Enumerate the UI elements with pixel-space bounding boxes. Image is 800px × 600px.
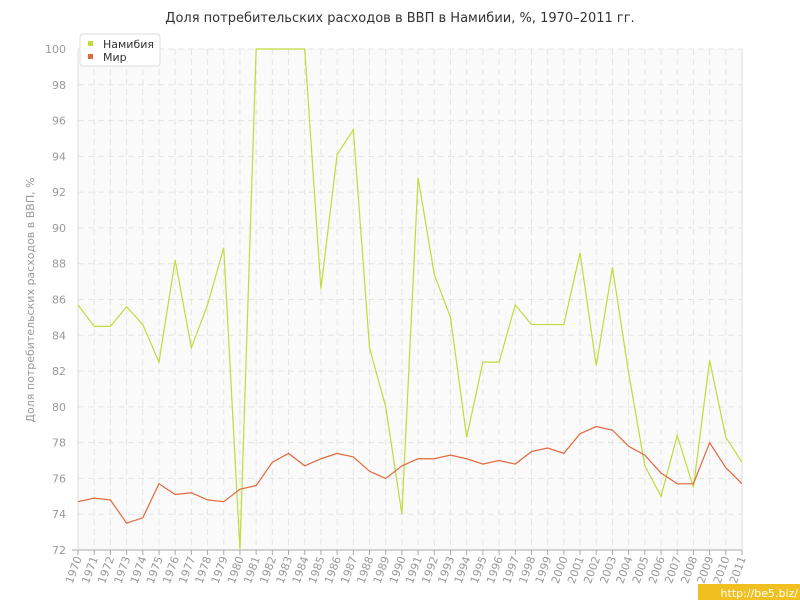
- y-tick-label: 78: [52, 437, 66, 450]
- y-tick-label: 92: [52, 186, 66, 199]
- y-tick-label: 90: [52, 222, 66, 235]
- y-tick-label: 98: [52, 79, 66, 92]
- legend-swatch: [88, 41, 93, 46]
- y-tick-label: 86: [52, 294, 66, 307]
- y-tick-label: 84: [52, 329, 66, 342]
- chart-title: Доля потребительских расходов в ВВП в На…: [165, 11, 634, 26]
- y-tick-label: 82: [52, 365, 66, 378]
- legend-label: Намибия: [103, 38, 154, 51]
- y-tick-label: 74: [52, 508, 66, 521]
- marks: [77, 48, 743, 551]
- y-tick-label: 88: [52, 258, 66, 271]
- legend-label: Мир: [103, 51, 127, 64]
- legend-box: [79, 33, 161, 67]
- y-axis-label: Доля потребительских расходов в ВВП, %: [24, 177, 37, 422]
- series-line: [77, 425, 743, 524]
- y-tick-label: 76: [52, 472, 66, 485]
- y-tick-label: 96: [52, 115, 66, 128]
- series-line: [77, 48, 743, 551]
- y-tick-label: 100: [45, 43, 66, 56]
- y-tick-label: 94: [52, 150, 66, 163]
- watermark: http://be5.biz/: [721, 587, 799, 600]
- legend-swatch: [88, 54, 93, 59]
- y-tick-label: 80: [52, 401, 66, 414]
- y-tick-label: 72: [52, 544, 66, 557]
- watermark-bg: [698, 584, 800, 600]
